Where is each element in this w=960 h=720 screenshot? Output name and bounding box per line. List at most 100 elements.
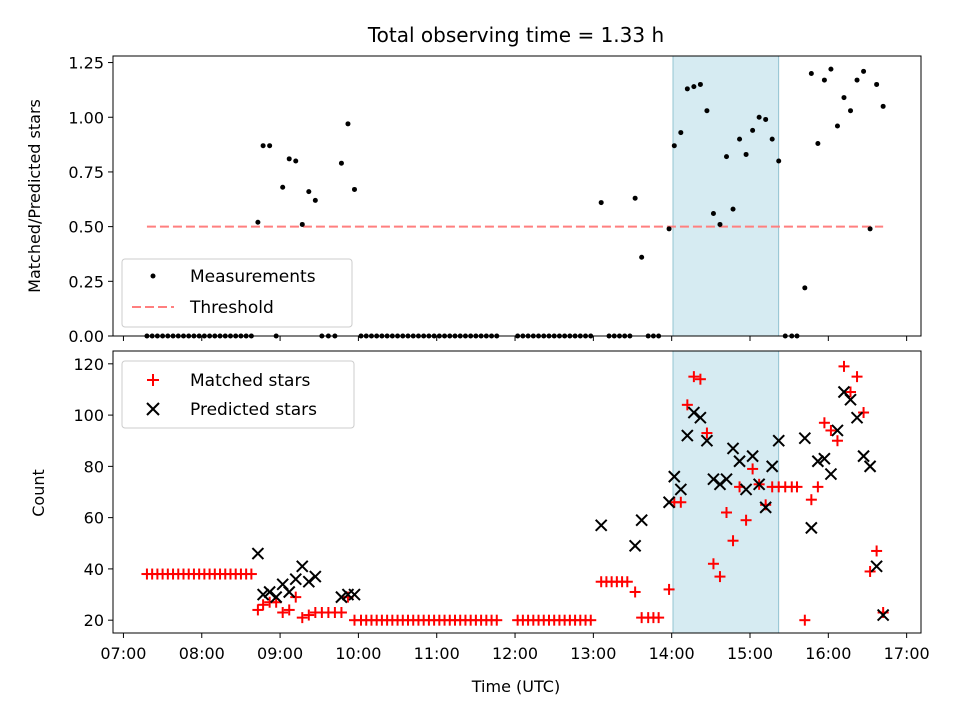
matched-stars-point: [791, 481, 803, 493]
matched-stars-point: [694, 373, 706, 385]
predicted-stars-point: [752, 478, 766, 491]
x-tick-label: 11:00: [414, 644, 460, 663]
count-panel: 20 40 60 80 100 120 07:00 08:00 09:00 10:00 11:00…: [29, 350, 930, 696]
predicted-stars-point: [628, 539, 642, 553]
ratio-legend-box: [121, 258, 353, 328]
count-x-axis: 07:00 08:00 09:00 10:00 11:00 12:00 13:00 14:00…: [100, 633, 930, 663]
count-legend-box: [121, 360, 355, 429]
measurement-point: [286, 156, 292, 162]
measurement-point: [737, 136, 743, 142]
measurement-point: [743, 151, 749, 157]
predicted-stars-point: [772, 434, 785, 447]
measurement-point: [697, 81, 703, 87]
measurement-point: [763, 116, 769, 122]
matched-stars-point: [629, 586, 641, 598]
matched-stars-point: [675, 496, 687, 508]
matched-stars-point: [740, 514, 752, 526]
predicted-stars-point: [674, 483, 688, 496]
matched-stars-point: [747, 463, 759, 475]
count-legend: Matched stars Predicted stars: [121, 360, 355, 429]
measurement-point: [828, 66, 834, 72]
measurement-point: [750, 127, 756, 133]
measurement-point: [293, 158, 299, 164]
matched-stars-point: [245, 568, 257, 580]
y-tick-label: 0.00: [68, 327, 104, 346]
matched-stars-point: [831, 435, 843, 447]
matched-stars-point: [296, 612, 308, 624]
matched-stars-point: [290, 591, 302, 603]
matched-stars-point: [727, 535, 739, 547]
y-tick-label: 20: [84, 611, 104, 630]
ratio-legend: Measurements Threshold: [121, 258, 353, 328]
observing-window-span: [672, 350, 780, 634]
count-axes-frame: [112, 350, 922, 634]
predicted-stars-point: [726, 442, 740, 455]
measurement-point: [717, 221, 723, 227]
legend-matched-marker: [147, 374, 159, 386]
measurement-point: [280, 184, 286, 190]
measurement-point: [808, 71, 814, 76]
measurement-point: [834, 123, 840, 129]
measurement-point: [724, 154, 730, 160]
x-tick-label: 17:00: [884, 644, 930, 663]
matched-stars-point: [818, 417, 830, 429]
predicted-stars-point: [863, 460, 877, 473]
predicted-stars-point: [811, 455, 825, 468]
legend-predicted-label: Predicted stars: [190, 400, 317, 420]
matched-stars-point: [270, 596, 282, 608]
x-tick-label: 12:00: [492, 644, 538, 663]
predicted-stars-point: [798, 431, 812, 445]
x-tick-label: 13:00: [570, 644, 616, 663]
matched-stars-point: [845, 386, 857, 398]
measurement-point: [841, 95, 847, 101]
predicted-stars-point: [831, 424, 844, 437]
measurement-point: [769, 136, 775, 142]
measurement-point: [867, 226, 873, 232]
matched-stars-point: [864, 565, 876, 577]
matched-stars-point: [871, 545, 883, 557]
measurement-point: [854, 77, 860, 83]
predicted-stars-point: [857, 449, 870, 463]
ratio-axes-frame: [112, 55, 922, 337]
measurement-point: [821, 77, 827, 83]
x-tick-label: 16:00: [805, 644, 851, 663]
matched-stars-point: [303, 609, 315, 621]
measurement-point: [691, 84, 697, 90]
observing-window-span: [672, 55, 780, 337]
matched-stars-point: [721, 507, 733, 519]
predicted-stars-point: [720, 472, 733, 486]
measurement-point: [678, 130, 684, 136]
predicted-stars-point: [746, 449, 759, 463]
measurement-point: [639, 254, 645, 260]
x-tick-label: 14:00: [649, 644, 695, 663]
predicted-stars-point: [289, 572, 302, 586]
measurement-point: [848, 108, 854, 114]
measurement-point: [880, 103, 886, 109]
predicted-stars-point: [348, 588, 361, 601]
legend-measurements-marker: [150, 273, 156, 279]
predicted-stars-point: [824, 467, 838, 481]
measurement-point: [306, 189, 312, 195]
predicted-stars-point: [309, 570, 322, 583]
predicted-stars-point: [256, 588, 270, 601]
matched-stars-point: [851, 371, 863, 383]
legend-predicted-marker: [146, 402, 160, 416]
x-tick-label: 15:00: [727, 644, 773, 663]
ratio-y-axis: 0.00 0.25 0.50 0.75 1.00 1.25: [68, 54, 113, 346]
predicted-stars-point: [269, 590, 283, 604]
measurement-point: [730, 206, 736, 212]
matched-stars-point: [335, 606, 347, 618]
x-tick-label: 08:00: [179, 644, 225, 663]
measurement-point: [776, 158, 782, 164]
y-tick-label: 100: [73, 406, 104, 425]
matched-stars-point: [585, 614, 597, 626]
measurement-point: [632, 195, 638, 201]
predicted-stars-point: [296, 560, 309, 573]
predicted-stars-point: [635, 513, 648, 527]
y-tick-label: 0.50: [68, 218, 104, 237]
predicted-stars-point: [283, 585, 296, 599]
matched-stars-point: [681, 399, 693, 411]
count-y-axis-label: Count: [29, 469, 48, 517]
measurement-point: [598, 200, 604, 206]
